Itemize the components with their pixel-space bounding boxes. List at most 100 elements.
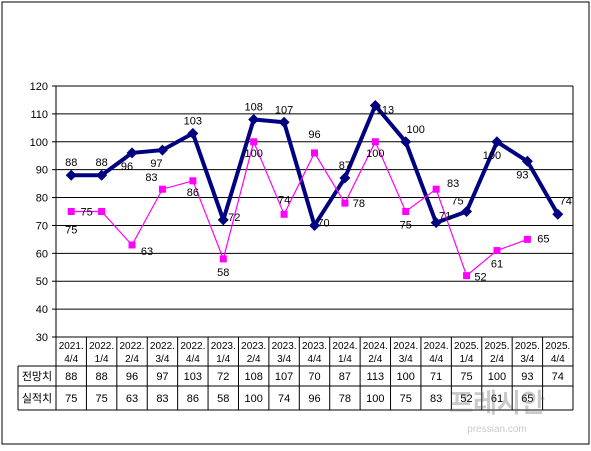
table-cell-value: 83	[430, 393, 442, 405]
x-tick-label-quarter: 4/4	[429, 354, 443, 365]
table-cell-value: 75	[400, 393, 412, 405]
forecast-point	[400, 136, 412, 148]
forecast-data-label: 97	[150, 158, 162, 170]
forecast-point	[369, 100, 381, 112]
y-tick-label: 100	[30, 137, 48, 149]
forecast-point	[339, 172, 351, 184]
x-tick-label-quarter: 2/4	[490, 354, 504, 365]
actual-data-label: 75	[80, 207, 92, 219]
x-tick-label-quarter: 2/4	[368, 354, 382, 365]
table-cell-value: 71	[430, 371, 442, 383]
forecast-data-label: 100	[407, 124, 425, 136]
forecast-point	[187, 127, 199, 139]
x-tick-label-year: 2023.	[241, 341, 266, 352]
actual-point	[463, 272, 471, 280]
actual-point	[280, 210, 288, 218]
series-layer	[65, 100, 564, 280]
x-tick-label-year: 2023.	[302, 341, 327, 352]
table-cell-value: 100	[366, 393, 384, 405]
forecast-data-label: 103	[184, 115, 202, 127]
actual-point	[219, 255, 227, 263]
actual-point	[158, 185, 166, 193]
x-tick-label-quarter: 1/4	[338, 354, 352, 365]
x-tick-label-quarter: 4/4	[64, 354, 78, 365]
forecast-data-label: 107	[275, 104, 293, 116]
x-tick-label-quarter: 3/4	[155, 354, 169, 365]
actual-data-label: 100	[366, 148, 384, 160]
table-cell-value: 52	[460, 393, 472, 405]
actual-point	[402, 208, 410, 215]
x-tick-label-quarter: 4/4	[186, 354, 200, 365]
table-cell-value: 100	[397, 371, 415, 383]
table-cell-value: 97	[156, 371, 168, 383]
forecast-point	[278, 116, 290, 128]
actual-data-label: 83	[447, 178, 459, 190]
actual-point	[189, 177, 197, 185]
y-tick-label: 50	[36, 276, 48, 288]
x-tick-label-quarter: 4/4	[308, 354, 322, 365]
forecast-point	[217, 214, 229, 226]
x-tick-label-year: 2024.	[393, 341, 418, 352]
actual-data-label: 86	[187, 187, 199, 199]
x-tick-label-year: 2022.	[180, 341, 205, 352]
y-tick-label: 30	[36, 332, 48, 344]
table-cell-value: 93	[521, 371, 533, 383]
actual-data-label: 61	[491, 259, 503, 271]
forecast-data-label: 88	[95, 157, 107, 169]
x-tick-label-year: 2024.	[424, 341, 449, 352]
actual-point	[432, 185, 440, 193]
forecast-data-label: 72	[228, 212, 240, 224]
x-tick-label-quarter: 3/4	[399, 354, 413, 365]
table-cell-value: 72	[217, 371, 229, 383]
actual-data-label: 52	[474, 272, 486, 284]
x-tick-label-year: 2022.	[89, 341, 114, 352]
actual-point	[311, 149, 318, 157]
table-cell-value: 75	[95, 393, 107, 405]
actual-point	[250, 138, 258, 146]
table-cell-value: 78	[339, 393, 351, 405]
table-cell-value: 70	[308, 371, 320, 383]
y-tick-label: 120	[30, 81, 48, 93]
forecast-point	[65, 169, 77, 181]
table-series-name: 전망치	[22, 370, 52, 383]
x-tick-label-quarter: 2/4	[125, 354, 139, 365]
actual-data-label: 65	[537, 233, 549, 245]
actual-point	[371, 138, 379, 146]
x-tick-label-quarter: 1/4	[216, 354, 230, 365]
y-tick-label: 60	[36, 248, 48, 260]
table-cell-value: 75	[460, 371, 472, 383]
y-tick-label: 90	[36, 165, 48, 177]
table-cell-value: 75	[65, 393, 77, 405]
forecast-point	[309, 219, 320, 231]
x-tick-label-year: 2021.	[59, 341, 84, 352]
forecast-data-label: 113	[377, 105, 395, 117]
actual-point	[341, 199, 349, 207]
x-tick-label-quarter: 2/4	[247, 354, 261, 365]
forecast-point	[552, 208, 564, 220]
x-tick-label-year: 2024.	[363, 341, 388, 352]
forecast-data-label: 88	[65, 157, 77, 169]
forecast-point	[96, 169, 108, 181]
watermark: 프레시안 pressian.com	[449, 388, 545, 435]
table-cell-value: 96	[308, 393, 320, 405]
x-tick-label-year: 2024.	[332, 341, 357, 352]
table-series-name: 실적치	[22, 392, 52, 405]
x-tick-label-year: 2022.	[150, 341, 175, 352]
forecast-data-label: 100	[483, 150, 501, 162]
table-cell-value: 83	[156, 393, 168, 405]
forecast-data-label: 70	[317, 217, 329, 229]
x-tick-label-year: 2025.	[454, 341, 479, 352]
actual-data-label: 100	[244, 148, 262, 160]
actual-data-label: 74	[278, 194, 290, 206]
actual-point	[128, 241, 136, 249]
forecast-data-label: 96	[121, 161, 133, 173]
table-cell-value: 88	[95, 371, 107, 383]
watermark-url: pressian.com	[467, 424, 526, 435]
actual-point	[493, 247, 501, 255]
actual-data-label: 58	[217, 267, 229, 279]
forecast-point	[248, 113, 260, 125]
